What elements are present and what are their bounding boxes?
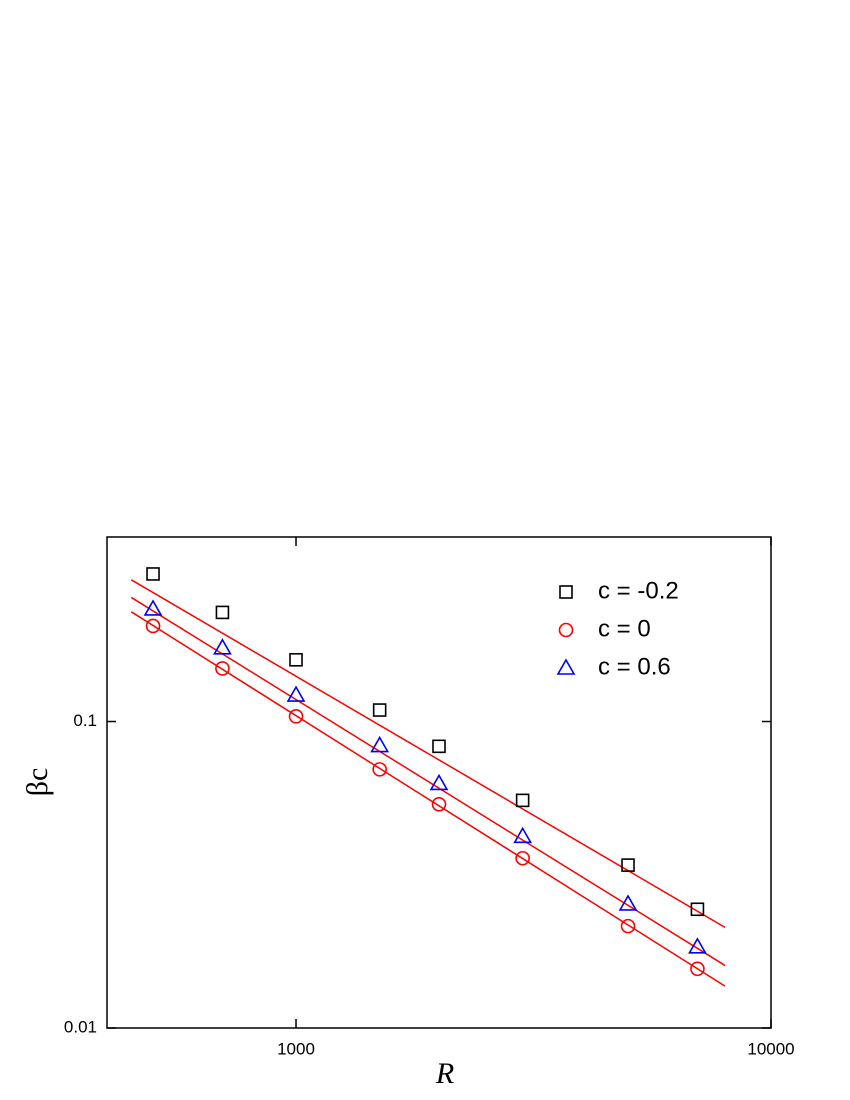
point [429, 773, 449, 791]
legend-label: c = -0.2 [598, 577, 679, 604]
point [213, 638, 232, 655]
x-tick-label: 10000 [747, 1039, 794, 1058]
point [145, 618, 161, 634]
legend-marker [558, 622, 574, 638]
point [372, 703, 387, 717]
plot-frame [106, 536, 772, 1029]
point [143, 599, 163, 616]
point [688, 937, 707, 954]
point [215, 605, 230, 620]
point [515, 793, 530, 808]
point [372, 762, 387, 777]
point [618, 894, 638, 911]
point [215, 661, 230, 676]
point [690, 902, 705, 917]
point [432, 739, 446, 754]
point [690, 961, 705, 977]
point [370, 735, 390, 753]
x-tick-label: 1000 [277, 1039, 315, 1058]
y-axis-title: βc [21, 768, 54, 797]
legend-marker [556, 658, 576, 675]
legend-label: c = 0 [598, 615, 651, 642]
point [286, 685, 306, 702]
point [620, 918, 636, 934]
point [146, 567, 160, 581]
point [289, 652, 303, 667]
legend-marker [559, 585, 573, 599]
point [513, 826, 533, 844]
legend-label: c = 0.6 [598, 653, 671, 680]
point [621, 858, 635, 872]
point [431, 796, 447, 812]
fit-line [130, 596, 726, 967]
point [515, 850, 530, 866]
x-axis-title: R [435, 1057, 454, 1090]
y-tick-label: 0.01 [64, 1017, 97, 1036]
fit-line [130, 579, 726, 929]
y-tick-label: 0.1 [73, 711, 97, 730]
point [288, 708, 304, 724]
fit-line [130, 611, 726, 987]
